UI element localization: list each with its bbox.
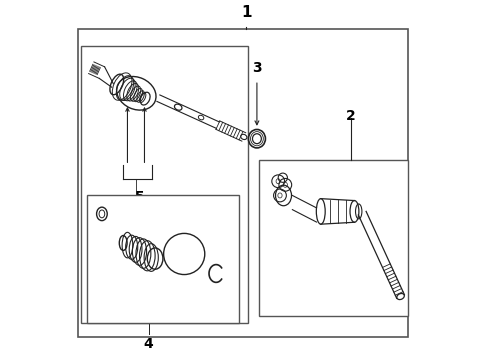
Bar (258, 160, 407, 316)
Text: 3: 3 (252, 61, 261, 75)
Text: 5: 5 (135, 190, 144, 204)
Text: 1: 1 (241, 5, 251, 20)
Bar (86, 195, 239, 323)
Bar (78, 29, 407, 337)
Text: 6: 6 (145, 204, 155, 218)
Text: 4: 4 (143, 337, 153, 351)
Bar (81, 46, 247, 323)
Text: 2: 2 (346, 109, 355, 123)
